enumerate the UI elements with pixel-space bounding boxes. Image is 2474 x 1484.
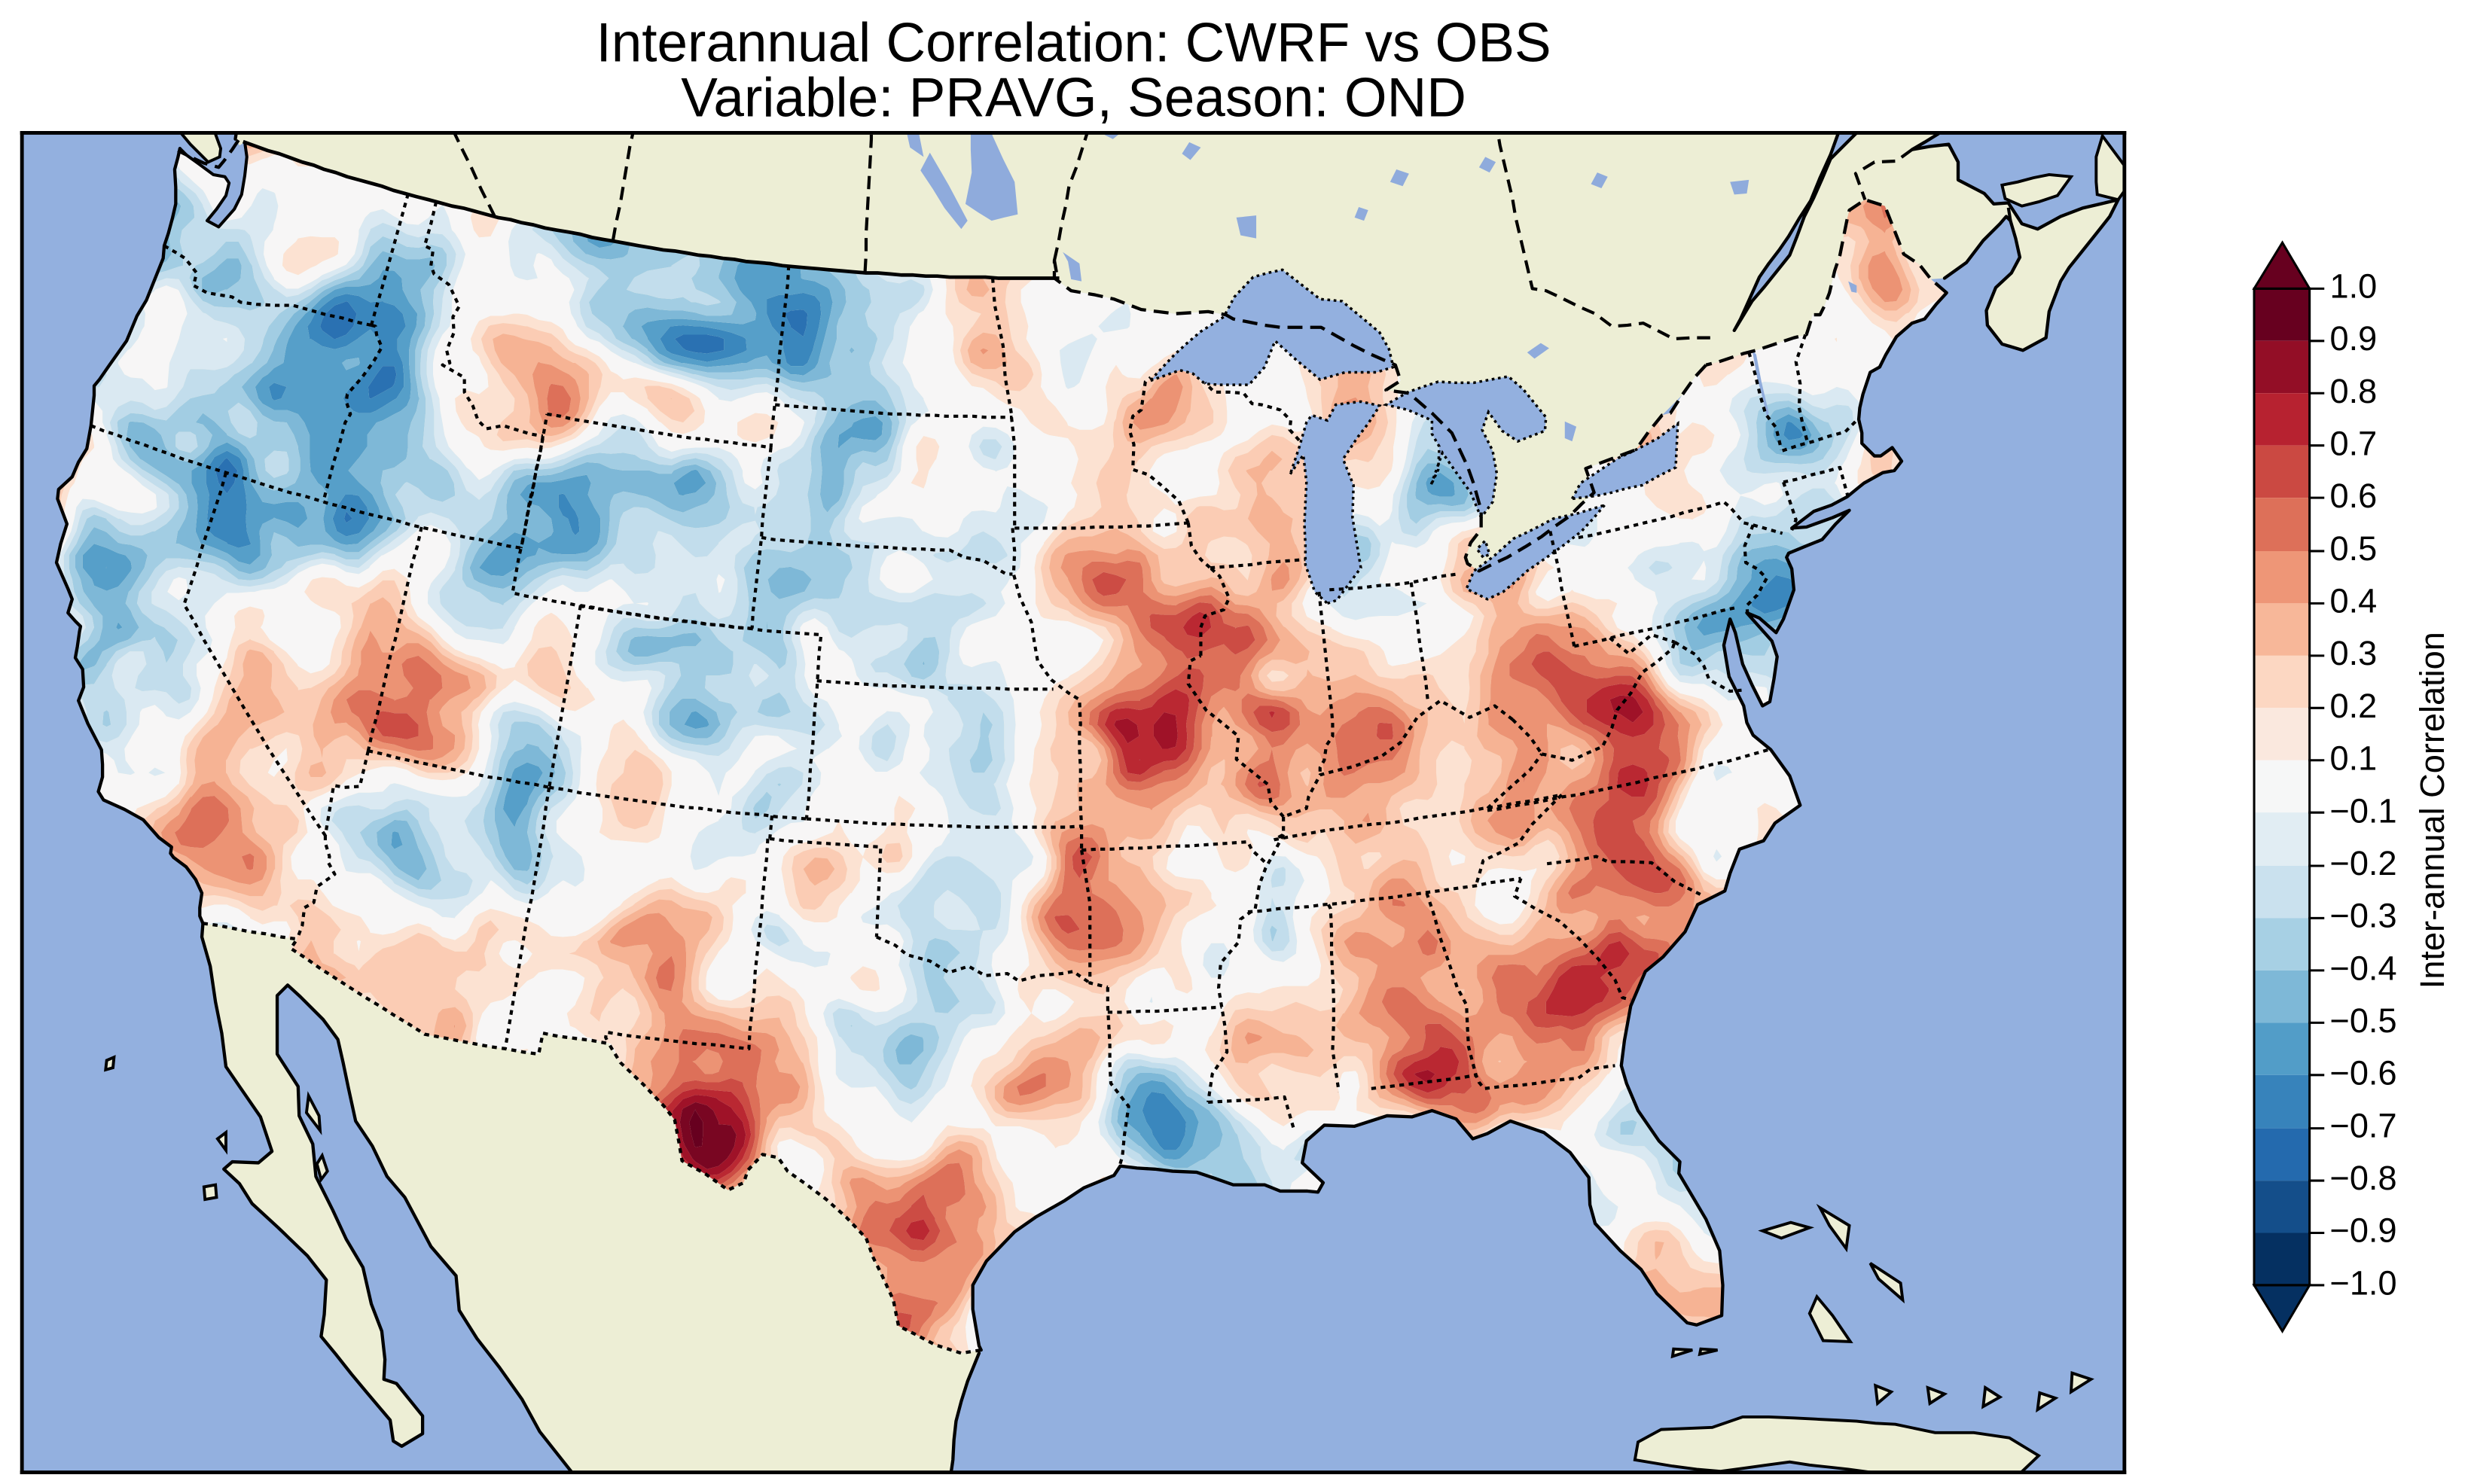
svg-text:−0.3: −0.3 (2329, 897, 2396, 935)
svg-text:0.8: 0.8 (2329, 372, 2377, 410)
svg-text:0.3: 0.3 (2329, 634, 2377, 672)
svg-text:−0.7: −0.7 (2329, 1106, 2396, 1144)
svg-text:0.9: 0.9 (2329, 319, 2377, 358)
svg-text:−0.5: −0.5 (2329, 1001, 2396, 1040)
svg-text:Interannual Correlation: CWRF: Interannual Correlation: CWRF vs OBS (596, 12, 1551, 73)
svg-text:−0.6: −0.6 (2329, 1054, 2396, 1092)
svg-text:0.1: 0.1 (2329, 739, 2377, 778)
svg-text:−0.4: −0.4 (2329, 949, 2396, 987)
svg-text:0.2: 0.2 (2329, 687, 2377, 725)
svg-text:0.5: 0.5 (2329, 529, 2377, 568)
svg-text:−0.8: −0.8 (2329, 1159, 2396, 1197)
svg-text:−0.9: −0.9 (2329, 1211, 2396, 1250)
svg-text:Inter-annual Correlation: Inter-annual Correlation (2413, 632, 2451, 989)
svg-text:0.6: 0.6 (2329, 477, 2377, 515)
svg-text:0.7: 0.7 (2329, 424, 2377, 462)
svg-text:−0.2: −0.2 (2329, 844, 2396, 882)
svg-text:−0.1: −0.1 (2329, 791, 2396, 830)
svg-text:−1.0: −1.0 (2329, 1263, 2396, 1302)
svg-text:0.4: 0.4 (2329, 582, 2377, 620)
svg-text:1.0: 1.0 (2329, 267, 2377, 305)
svg-text:Variable: PRAVG, Season: OND: Variable: PRAVG, Season: OND (681, 67, 1466, 128)
